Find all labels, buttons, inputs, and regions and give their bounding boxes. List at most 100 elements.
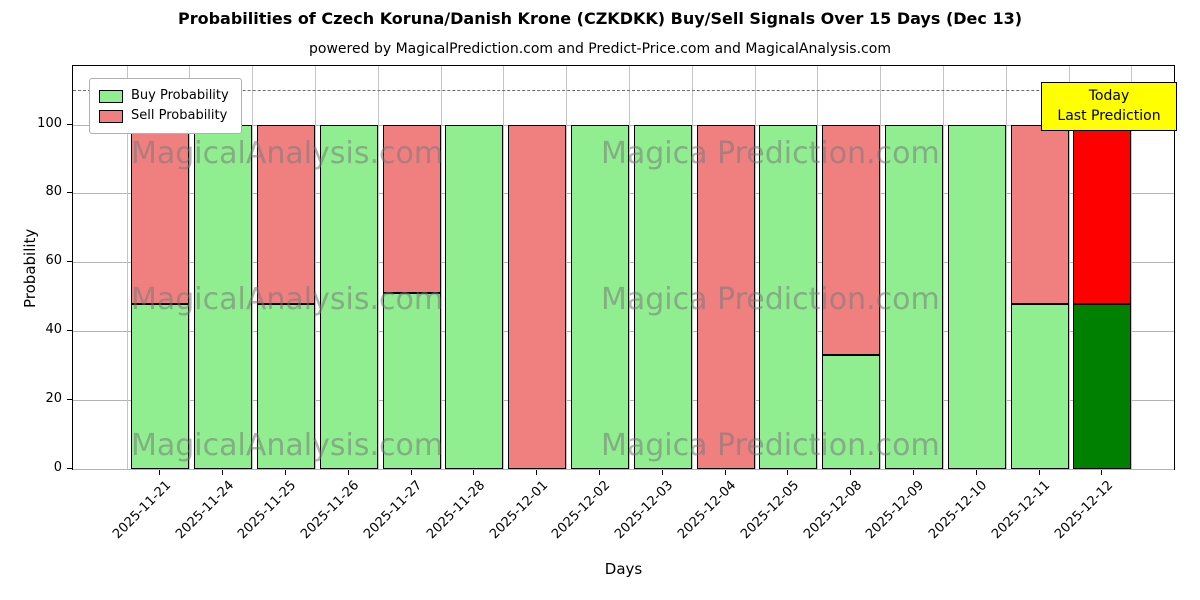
x-tick-mark: [913, 470, 914, 475]
legend-label-sell: Sell Probability: [131, 108, 228, 124]
chart-subtitle: powered by MagicalPrediction.com and Pre…: [309, 41, 891, 57]
y-tick-mark: [67, 261, 72, 263]
y-tick-mark: [67, 192, 72, 194]
bar-segment-buy: [633, 124, 692, 469]
x-tick-mark: [787, 470, 789, 475]
bar-segment-buy: [319, 124, 378, 469]
bar-segment-buy: [759, 124, 818, 469]
x-tick-mark: [347, 470, 349, 475]
x-tick-mark: [410, 470, 412, 475]
x-tick-mark: [473, 470, 475, 475]
x-tick-mark: [599, 470, 600, 475]
legend-item-buy: Buy Probability: [99, 86, 229, 106]
bar-segment-sell: [1073, 124, 1132, 304]
bar-segment-buy: [571, 124, 629, 469]
x-tick-label: 2025-12-05: [737, 478, 803, 543]
y-tick-label: 100: [37, 115, 62, 131]
bar-segment-sell: [257, 124, 315, 304]
x-tick-mark: [285, 470, 286, 475]
x-tick-mark: [661, 470, 663, 475]
watermark-text: Magica Prediction.com: [601, 428, 940, 463]
y-axis-label: Probability: [21, 228, 39, 308]
y-tick-mark: [67, 468, 72, 469]
x-tick-label: 2025-11-25: [235, 478, 300, 543]
gridline-vertical: [189, 66, 191, 469]
legend-item-sell: Sell Probability: [99, 106, 229, 126]
gridline-vertical: [1005, 66, 1007, 469]
gridline-vertical: [629, 66, 630, 469]
gridline-vertical: [440, 66, 442, 469]
legend: Buy Probability Sell Probability: [89, 78, 242, 135]
today-annotation-line2: Last Prediction: [1057, 108, 1161, 125]
x-tick-label: 2025-12-10: [926, 478, 991, 543]
chart-title: Probabilities of Czech Koruna/Danish Kro…: [177, 9, 1023, 28]
y-tick-label: 80: [45, 184, 62, 200]
x-tick-label: 2025-12-12: [1051, 478, 1117, 543]
today-annotation-line1: Today: [1088, 88, 1130, 104]
bar-segment-sell: [508, 124, 567, 469]
x-tick-mark: [536, 470, 538, 475]
y-tick-mark: [67, 399, 72, 401]
legend-label-buy: Buy Probability: [131, 88, 229, 103]
gridline-vertical: [377, 66, 379, 469]
bar-segment-buy: [257, 303, 315, 469]
x-tick-mark: [159, 470, 161, 475]
y-tick-mark: [67, 330, 72, 332]
today-annotation-box: Today Last Prediction: [1041, 82, 1177, 131]
gridline-vertical: [1131, 66, 1133, 469]
x-tick-mark: [222, 470, 224, 475]
x-tick-label: 2025-11-24: [172, 478, 237, 543]
bar-segment-sell: [696, 124, 755, 469]
legend-swatch-buy: [99, 89, 123, 103]
gridline-vertical: [503, 66, 505, 469]
watermark-text: MagicalAnalysis.com: [131, 428, 444, 463]
dashed-threshold-line: [73, 90, 1174, 92]
x-tick-label: 2025-11-26: [298, 478, 363, 543]
gridline-vertical: [315, 66, 316, 469]
bar-segment-sell: [382, 124, 441, 294]
x-tick-label: 2025-11-27: [361, 478, 426, 543]
bar-segment-buy: [445, 124, 504, 469]
gridline-vertical: [691, 66, 693, 469]
x-tick-mark: [1038, 470, 1040, 475]
gridline-vertical: [252, 66, 254, 469]
plot-area: Buy Probability Sell Probability Magical…: [72, 65, 1175, 470]
bar-segment-buy: [131, 303, 190, 469]
gridline-vertical: [126, 66, 128, 469]
x-tick-label: 2025-11-21: [109, 478, 175, 543]
bar-segment-sell: [1010, 124, 1069, 304]
x-tick-label: 2025-12-11: [989, 478, 1054, 543]
bar-segment-sell: [131, 124, 190, 304]
bar-segment-sell: [822, 124, 881, 356]
gridline-vertical: [754, 66, 756, 469]
y-tick-label: 20: [45, 391, 62, 407]
bar-segment-buy: [194, 124, 253, 469]
watermark-text: Magica Prediction.com: [601, 282, 940, 317]
x-tick-label: 2025-12-08: [800, 478, 865, 543]
bar-segment-buy: [382, 293, 441, 469]
gridline-vertical: [817, 66, 819, 469]
y-tick-label: 60: [45, 253, 62, 269]
watermark-text: MagicalAnalysis.com: [131, 136, 444, 171]
bar-segment-buy: [885, 124, 943, 469]
y-tick-label: 0: [53, 460, 62, 475]
x-tick-mark: [850, 470, 852, 475]
x-tick-label: 2025-12-03: [612, 478, 677, 543]
x-tick-label: 2025-12-09: [863, 478, 928, 543]
watermark-text: MagicalAnalysis.com: [131, 282, 444, 317]
bar-segment-buy: [822, 355, 881, 469]
bar-segment-buy: [1073, 303, 1132, 469]
x-tick-label: 2025-12-02: [549, 478, 614, 543]
x-tick-mark: [1101, 470, 1103, 475]
gridline-vertical: [943, 66, 944, 469]
gridline-vertical: [1068, 66, 1070, 469]
legend-swatch-sell: [99, 109, 123, 123]
x-tick-mark: [975, 470, 977, 475]
x-axis-label: Days: [604, 560, 643, 578]
x-tick-mark: [724, 470, 726, 475]
watermark-text: Magica Prediction.com: [601, 136, 940, 171]
bar-segment-buy: [947, 124, 1006, 469]
bar-segment-buy: [1010, 303, 1069, 469]
x-tick-label: 2025-11-28: [423, 478, 489, 543]
